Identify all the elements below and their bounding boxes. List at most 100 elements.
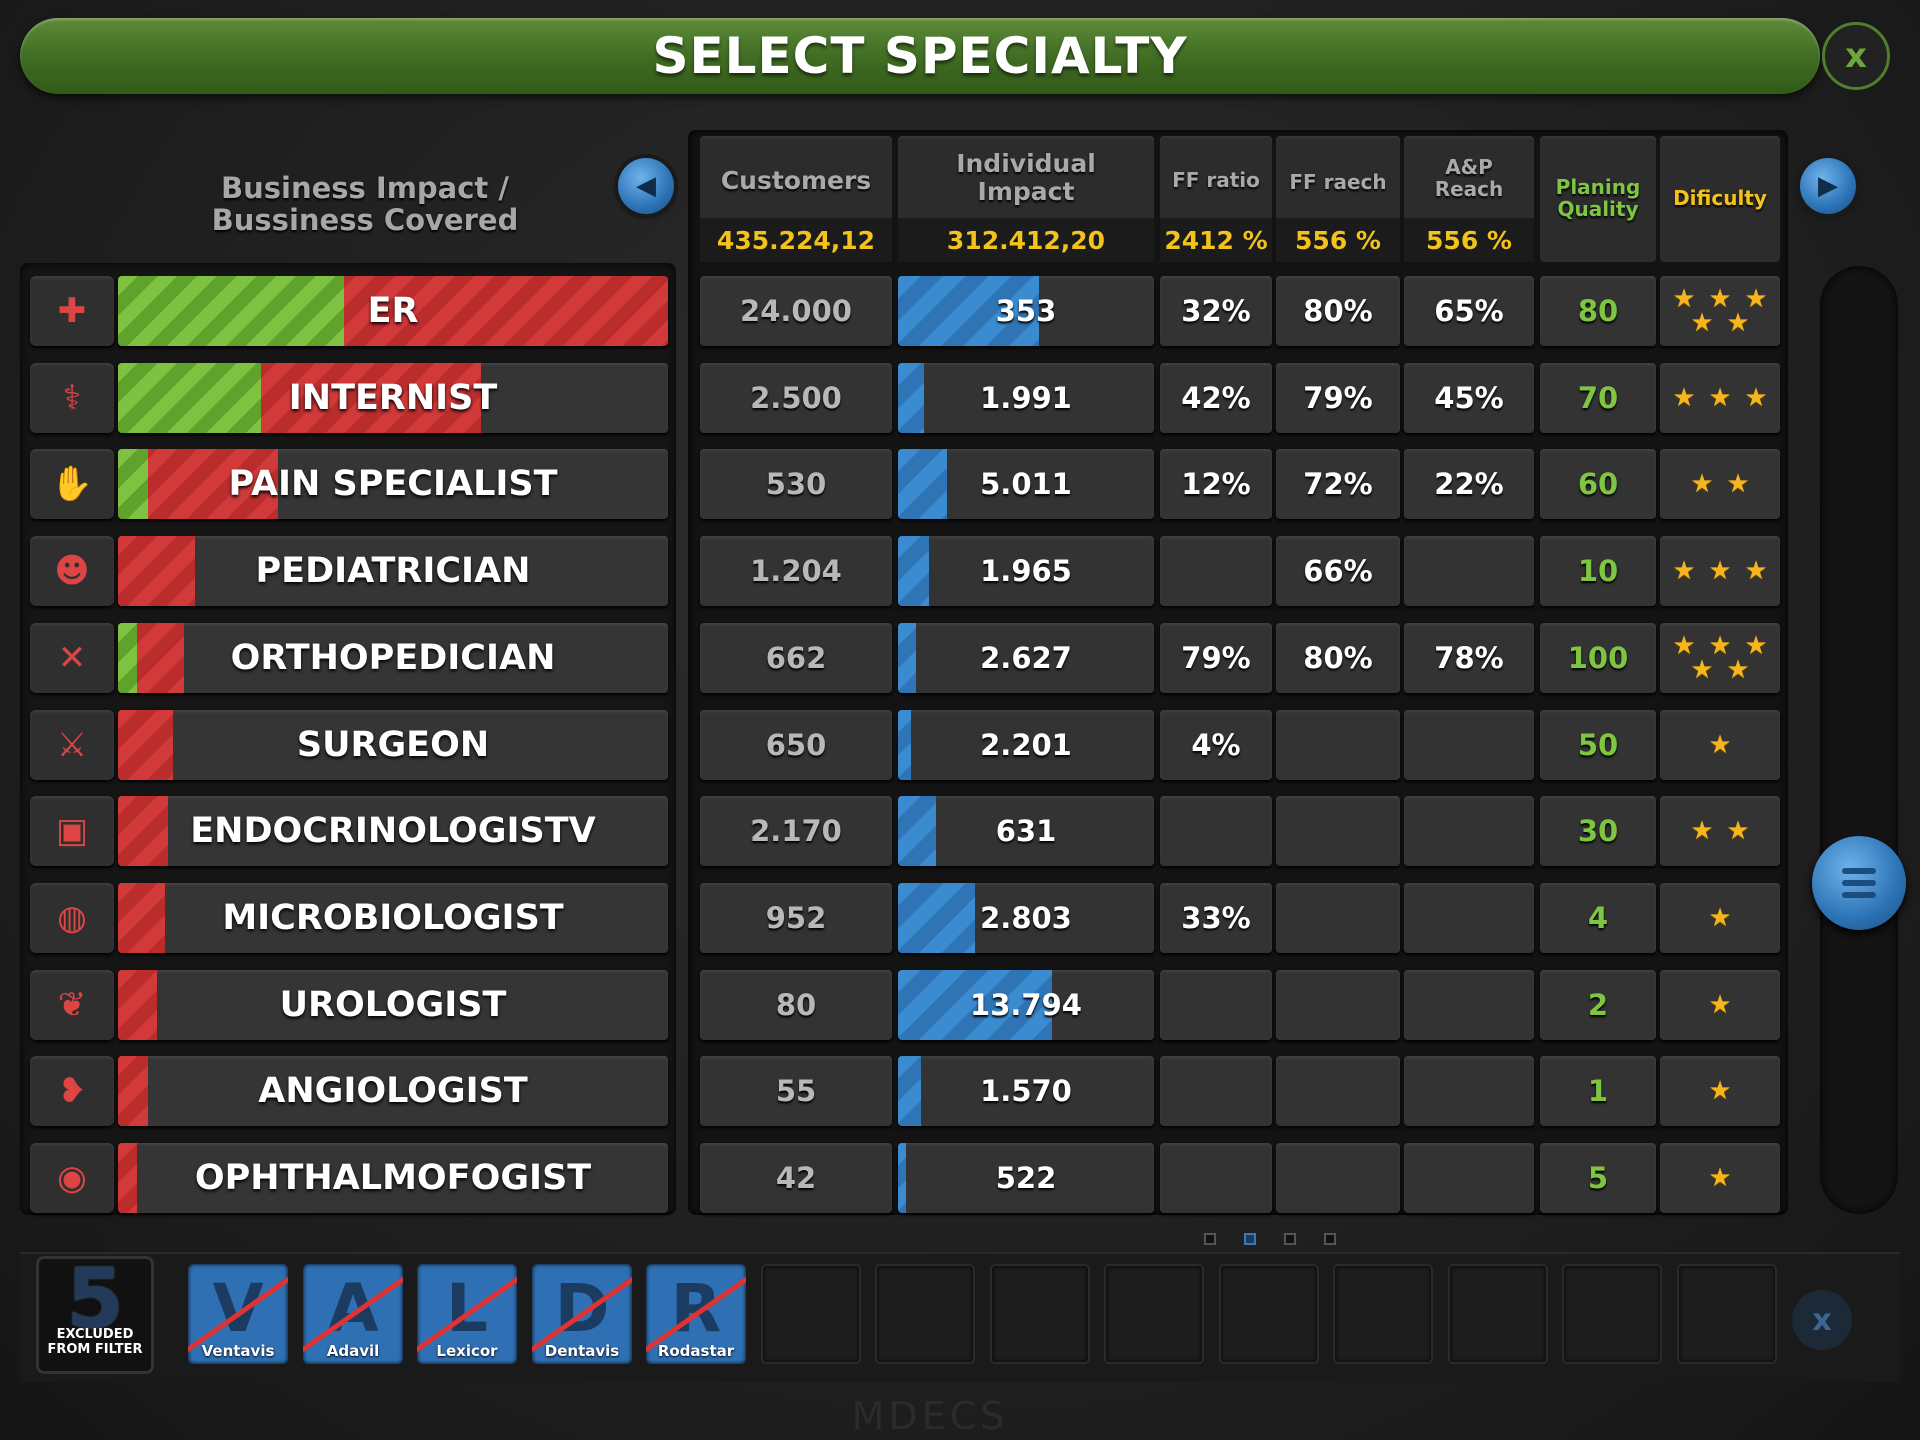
page-dot[interactable] — [1244, 1233, 1256, 1245]
impact-bar — [898, 623, 916, 693]
customers-cell-value: 24.000 — [740, 294, 852, 328]
page-dot[interactable] — [1284, 1233, 1296, 1245]
empty-filter-slot[interactable] — [1677, 1264, 1777, 1364]
specialty-name: OPHTHALMOFOGIST — [194, 1158, 592, 1198]
column-header-customers[interactable]: Customers 435.224,12 — [700, 136, 892, 262]
column-header-ap-reach[interactable]: A&P Reach 556 % — [1404, 136, 1534, 262]
empty-filter-slot[interactable] — [1219, 1264, 1319, 1364]
customers-cell-value: 2.500 — [750, 381, 842, 415]
difficulty-cell: ★ ★ ★ ★ ★ — [1660, 623, 1780, 693]
impact-cell: 1.991 — [898, 363, 1154, 433]
product-name: Ventavis — [201, 1342, 275, 1360]
product-filter[interactable]: D Dentavis — [532, 1264, 632, 1364]
excluded-label-line1: EXCLUDED — [56, 1327, 134, 1342]
empty-filter-slot[interactable] — [1104, 1264, 1204, 1364]
column-header-difficulty[interactable]: Dificulty — [1660, 136, 1780, 262]
specialty-name: UROLOGIST — [279, 985, 507, 1025]
specialty-row[interactable]: ❦ UROLOGIST — [30, 970, 668, 1040]
quality-label-line2: Quality — [1557, 197, 1639, 221]
empty-filter-slot[interactable] — [990, 1264, 1090, 1364]
business-impact-header: Business Impact / Bussiness Covered — [170, 172, 560, 236]
quality-cell: 4 — [1540, 883, 1656, 953]
specialty-row[interactable]: ◍ MICROBIOLOGIST — [30, 883, 668, 953]
ff-ratio-label: FF ratio — [1172, 168, 1260, 192]
star-icon: ★ — [1726, 816, 1750, 846]
customers-cell-value: 662 — [765, 641, 827, 675]
kidney-icon: ❦ — [57, 985, 87, 1025]
scroll-track[interactable] — [1820, 266, 1898, 1214]
close-button[interactable]: x — [1822, 22, 1890, 90]
empty-filter-slot[interactable] — [1448, 1264, 1548, 1364]
product-filter[interactable]: A Adavil — [303, 1264, 403, 1364]
specialty-row[interactable]: ⚕ INTERNIST — [30, 363, 668, 433]
business-bar[interactable]: INTERNIST — [118, 363, 668, 433]
star-icon: ★ — [1708, 903, 1732, 933]
ff-reach-cell — [1276, 1056, 1400, 1126]
impact-bar — [898, 536, 929, 606]
ff-ratio-cell: 32% — [1160, 276, 1272, 346]
star-icon: ★ — [1708, 1163, 1732, 1193]
business-impact-bar — [118, 449, 149, 519]
page-dot[interactable] — [1324, 1233, 1336, 1245]
ap-reach-cell — [1404, 1143, 1534, 1213]
star-icon: ★ — [1744, 631, 1768, 661]
business-bar[interactable]: ANGIOLOGIST — [118, 1056, 668, 1126]
next-page-button[interactable]: ▶ — [1800, 158, 1856, 214]
column-header-ff-reach[interactable]: FF raech 556 % — [1276, 136, 1400, 262]
clear-filter-button[interactable]: x — [1792, 1290, 1852, 1350]
specialty-row[interactable]: ⚔ SURGEON — [30, 710, 668, 780]
impact-value: 2.627 — [980, 641, 1072, 675]
business-bar[interactable]: ENDOCRINOLOGISTV — [118, 796, 668, 866]
specialty-row[interactable]: ❥ ANGIOLOGIST — [30, 1056, 668, 1126]
difficulty-label: Dificulty — [1673, 186, 1767, 210]
business-bar[interactable]: PEDIATRICIAN — [118, 536, 668, 606]
product-filter[interactable]: V Ventavis — [188, 1264, 288, 1364]
empty-filter-slot[interactable] — [875, 1264, 975, 1364]
impact-cell: 353 — [898, 276, 1154, 346]
business-bar[interactable]: OPHTHALMOFOGIST — [118, 1143, 668, 1213]
specialty-row[interactable]: ✕ ORTHOPEDICIAN — [30, 623, 668, 693]
star-icon: ★ — [1690, 308, 1714, 338]
star-icon: ★ — [1726, 469, 1750, 499]
petri-dish-icon: ◍ — [57, 898, 87, 938]
quality-cell-value: 2 — [1587, 988, 1609, 1022]
business-bar[interactable]: MICROBIOLOGIST — [118, 883, 668, 953]
star-icon: ★ — [1708, 730, 1732, 760]
quality-cell-value: 100 — [1567, 641, 1629, 675]
page-dot[interactable] — [1204, 1233, 1216, 1245]
quality-cell: 1 — [1540, 1056, 1656, 1126]
business-impact-bar — [118, 623, 138, 693]
difficulty-cell: ★ — [1660, 1143, 1780, 1213]
ff-reach-cell-value: 66% — [1303, 554, 1373, 588]
empty-filter-slot[interactable] — [1562, 1264, 1662, 1364]
empty-filter-slot[interactable] — [761, 1264, 861, 1364]
business-bar[interactable]: ER — [118, 276, 668, 346]
product-filter[interactable]: R Rodastar — [646, 1264, 746, 1364]
business-bar[interactable]: SURGEON — [118, 710, 668, 780]
specialty-row[interactable]: ▣ ENDOCRINOLOGISTV — [30, 796, 668, 866]
specialty-row[interactable]: ☻ PEDIATRICIAN — [30, 536, 668, 606]
prev-page-button[interactable]: ◀ — [618, 158, 674, 214]
ff-ratio-cell — [1160, 796, 1272, 866]
product-filter[interactable]: L Lexicor — [417, 1264, 517, 1364]
column-header-impact[interactable]: Individual Impact 312.412,20 — [898, 136, 1154, 262]
difficulty-stars: ★ — [1660, 710, 1780, 780]
business-bar[interactable]: PAIN SPECIALIST — [118, 449, 668, 519]
specialty-row[interactable]: ✚ ER — [30, 276, 668, 346]
star-icon: ★ — [1672, 284, 1696, 314]
empty-filter-slot[interactable] — [1333, 1264, 1433, 1364]
star-icon: ★ — [1690, 655, 1714, 685]
specialty-name: PEDIATRICIAN — [255, 551, 531, 591]
business-bar[interactable]: UROLOGIST — [118, 970, 668, 1040]
column-header-ff-ratio[interactable]: FF ratio 2412 % — [1160, 136, 1272, 262]
impact-cell: 2.627 — [898, 623, 1154, 693]
business-bar[interactable]: ORTHOPEDICIAN — [118, 623, 668, 693]
impact-cell: 5.011 — [898, 449, 1154, 519]
ff-reach-cell — [1276, 710, 1400, 780]
column-header-quality[interactable]: Planing Quality — [1540, 136, 1656, 262]
scroll-handle[interactable] — [1812, 836, 1906, 930]
specialty-row[interactable]: ◉ OPHTHALMOFOGIST — [30, 1143, 668, 1213]
specialty-name: ER — [367, 291, 419, 331]
specialty-row[interactable]: ✋ PAIN SPECIALIST — [30, 449, 668, 519]
business-covered-bar — [118, 883, 165, 953]
